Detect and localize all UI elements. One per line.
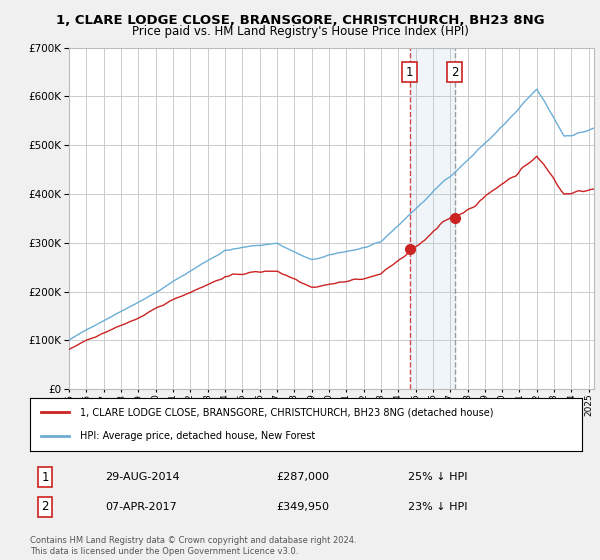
Text: £287,000: £287,000 xyxy=(276,472,329,482)
Text: Contains HM Land Registry data © Crown copyright and database right 2024.
This d: Contains HM Land Registry data © Crown c… xyxy=(30,536,356,556)
Text: 29-AUG-2014: 29-AUG-2014 xyxy=(105,472,179,482)
Text: 25% ↓ HPI: 25% ↓ HPI xyxy=(408,472,467,482)
Text: 07-APR-2017: 07-APR-2017 xyxy=(105,502,177,512)
Text: 1: 1 xyxy=(406,66,413,78)
Text: HPI: Average price, detached house, New Forest: HPI: Average price, detached house, New … xyxy=(80,431,315,441)
Text: 1, CLARE LODGE CLOSE, BRANSGORE, CHRISTCHURCH, BH23 8NG (detached house): 1, CLARE LODGE CLOSE, BRANSGORE, CHRISTC… xyxy=(80,408,493,418)
Text: 23% ↓ HPI: 23% ↓ HPI xyxy=(408,502,467,512)
Bar xyxy=(410,48,455,389)
Text: 1: 1 xyxy=(41,470,49,484)
Text: 2: 2 xyxy=(451,66,458,78)
Text: Price paid vs. HM Land Registry's House Price Index (HPI): Price paid vs. HM Land Registry's House … xyxy=(131,25,469,38)
Text: £349,950: £349,950 xyxy=(276,502,329,512)
Text: 2: 2 xyxy=(41,500,49,514)
Text: 1, CLARE LODGE CLOSE, BRANSGORE, CHRISTCHURCH, BH23 8NG: 1, CLARE LODGE CLOSE, BRANSGORE, CHRISTC… xyxy=(56,14,544,27)
